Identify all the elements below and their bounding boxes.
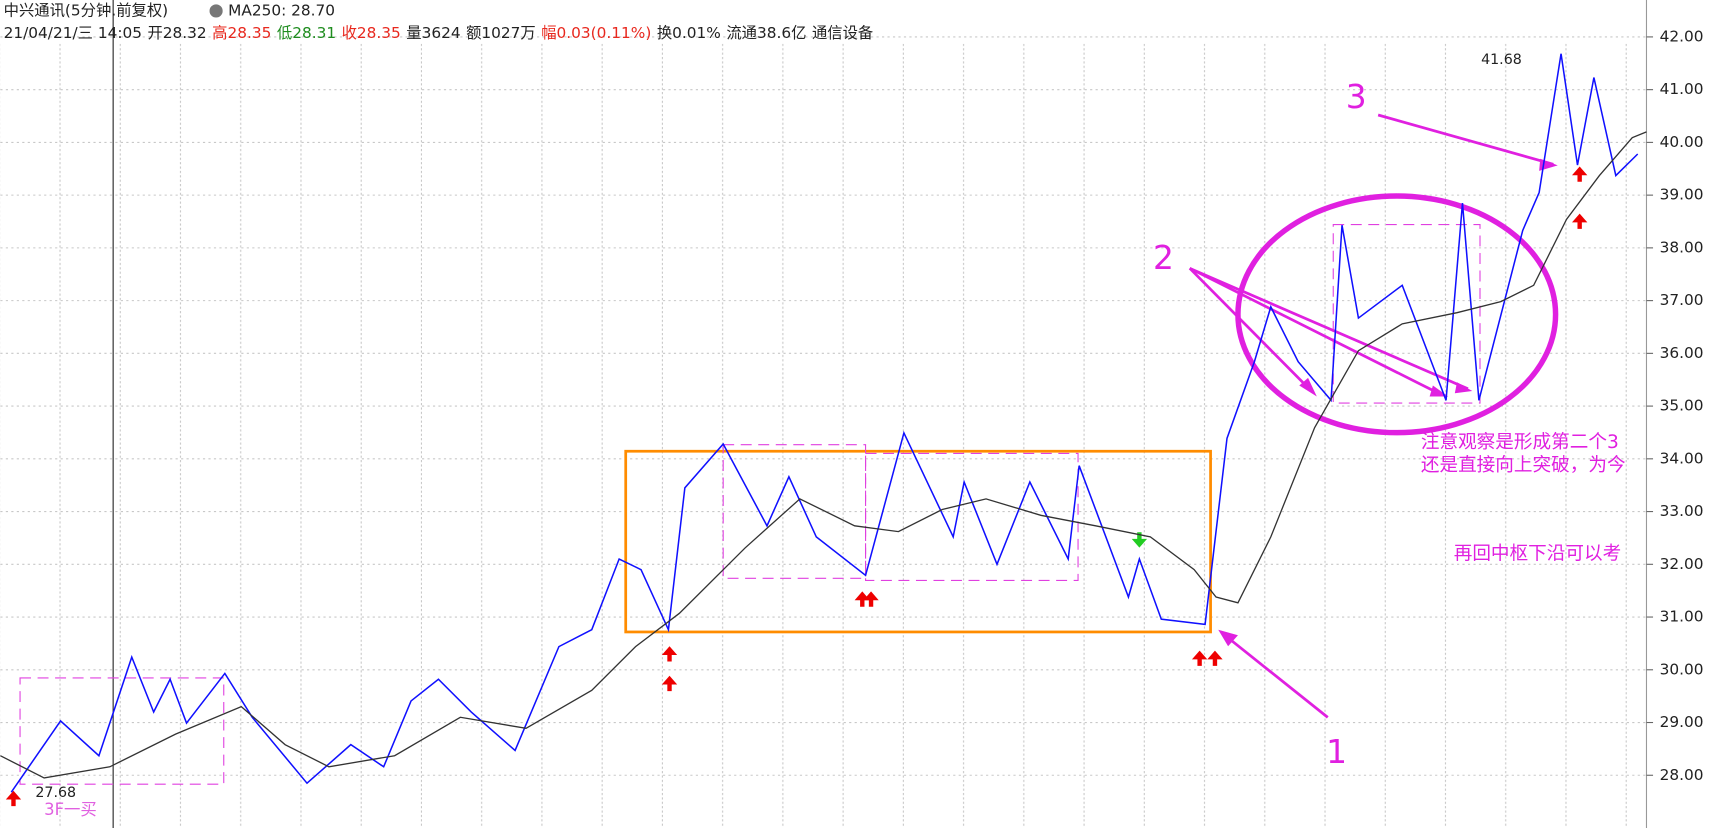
grid xyxy=(0,36,1647,776)
arrows xyxy=(1188,113,1554,719)
price-label: 27.68 xyxy=(35,785,76,801)
annotation: 1 xyxy=(1326,733,1347,771)
y-tick-label: 31.00 xyxy=(1660,608,1704,626)
sell-arrow xyxy=(1131,532,1148,548)
y-tick-label: 34.00 xyxy=(1660,449,1704,467)
note-clip: 注意观察是形成第二个3 还是直接向上突破，为今 再回中枢下沿可以考 xyxy=(1421,432,1626,565)
info-item: 额1027万 xyxy=(466,23,536,41)
info-item: 量3624 xyxy=(406,23,460,41)
center-box xyxy=(624,449,1212,634)
y-tick-label: 28.00 xyxy=(1660,766,1704,784)
y-tick-label: 32.00 xyxy=(1660,555,1704,573)
series-line xyxy=(10,53,1639,793)
info-item: 幅0.03(0.11%) xyxy=(541,23,651,41)
y-tick-label: 33.00 xyxy=(1660,502,1704,520)
series-line xyxy=(0,131,1647,779)
y-tick-label: 39.00 xyxy=(1660,186,1704,204)
signal-arrows xyxy=(5,166,1588,807)
info-item: 高28.35 xyxy=(212,23,271,41)
annotation: 3 xyxy=(1346,78,1367,116)
info-item: 通信设备 xyxy=(812,23,873,41)
y-tick-label: 35.00 xyxy=(1660,397,1704,415)
info-item: 收28.35 xyxy=(342,23,401,41)
annotation: 3F一买 xyxy=(44,800,97,819)
y-tick-label: 36.00 xyxy=(1660,344,1704,362)
chart-title: 中兴通讯(5分钟.前复权) xyxy=(4,1,169,19)
price-label: 41.68 xyxy=(1481,52,1522,68)
y-axis: 28.00 29.00 30.00 31.00 32.00 33.00 34.00 35.00… xyxy=(1646,27,1704,784)
settings-icon[interactable] xyxy=(209,4,223,18)
highlight-ellipse xyxy=(1235,193,1559,436)
info-item: 换0.01% xyxy=(657,23,721,41)
vertical-grid xyxy=(0,43,1647,828)
annotation: 2 xyxy=(1153,239,1174,277)
y-tick-label: 30.00 xyxy=(1660,660,1704,678)
annotation-shapes xyxy=(5,113,1588,807)
info-item: 开28.32 xyxy=(147,23,206,41)
annotation: 还是直接向上突破，为今 xyxy=(1421,455,1626,476)
info-item: 低28.31 xyxy=(277,23,336,41)
y-tick-label: 41.00 xyxy=(1660,80,1704,98)
info-item: 21/04/21/三 14:05 xyxy=(4,23,142,41)
pivot-box xyxy=(865,452,1079,582)
y-tick-label: 29.00 xyxy=(1660,713,1704,731)
pivot-box xyxy=(1332,223,1481,404)
info-item: 流通38.6亿 xyxy=(726,23,806,41)
series-lines xyxy=(0,53,1647,793)
y-tick-label: 40.00 xyxy=(1660,133,1704,151)
pivot-box xyxy=(19,677,225,785)
y-tick-label: 37.00 xyxy=(1660,291,1704,309)
ma-label: MA250: 28.70 xyxy=(228,1,335,19)
annotation: 注意观察是形成第二个3 xyxy=(1421,432,1619,453)
arrow-heads xyxy=(1218,158,1558,647)
annotation: 再回中枢下沿可以考 xyxy=(1454,544,1621,565)
pivot-box xyxy=(722,444,867,579)
info-line: 21/04/21/三 14:05 开28.32 高28.35 低28.31 收28.35… xyxy=(4,23,874,41)
y-tick-label: 38.00 xyxy=(1660,238,1704,256)
y-tick-label: 42.00 xyxy=(1660,27,1704,45)
